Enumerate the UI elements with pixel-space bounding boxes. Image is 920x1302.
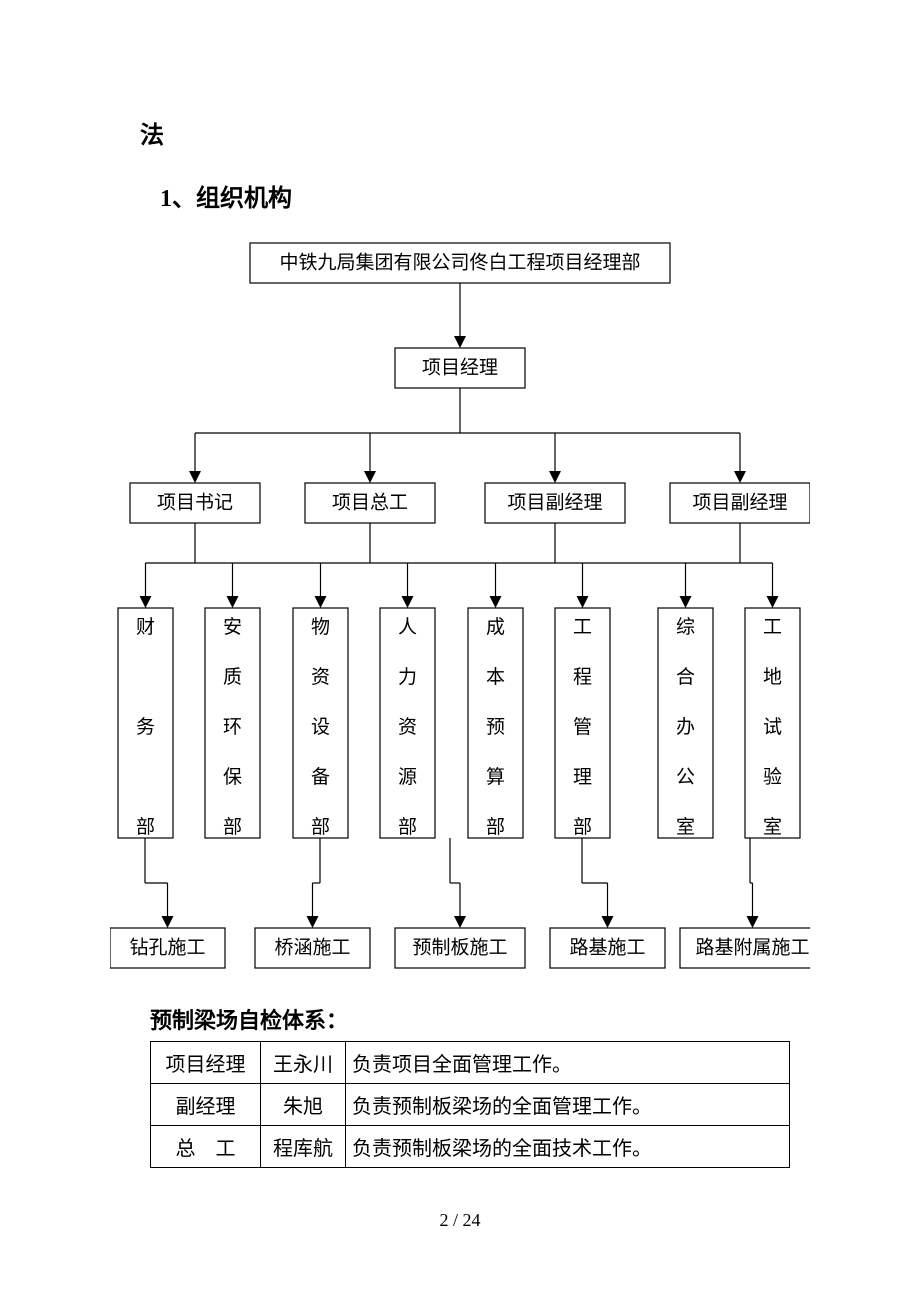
self-check-table: 项目经理王永川负责项目全面管理工作。副经理朱旭负责预制板梁场的全面管理工作。总 … bbox=[150, 1041, 790, 1168]
svg-text:工: 工 bbox=[763, 617, 782, 638]
cell-name: 王永川 bbox=[261, 1042, 346, 1084]
org-node-b2: 预制板施工 bbox=[412, 936, 507, 958]
org-node-b3: 路基施工 bbox=[569, 936, 645, 958]
org-node-b4: 路基附属施工 bbox=[695, 936, 809, 958]
table-row: 副经理朱旭负责预制板梁场的全面管理工作。 bbox=[151, 1084, 790, 1126]
svg-text:部: 部 bbox=[573, 816, 592, 838]
svg-text:物: 物 bbox=[311, 616, 330, 638]
svg-text:源: 源 bbox=[398, 766, 417, 788]
svg-text:公: 公 bbox=[676, 767, 695, 788]
page-number: 2 / 24 bbox=[0, 1210, 920, 1231]
svg-text:验: 验 bbox=[763, 766, 782, 788]
svg-text:合: 合 bbox=[676, 666, 695, 688]
org-node-b0: 钻孔施工 bbox=[129, 936, 205, 958]
org-node-pm: 项目经理 bbox=[422, 356, 498, 378]
org-chart: 中铁九局集团有限公司佟白工程项目经理部项目经理项目书记 项目总工 项目副经理 项目副经… bbox=[110, 233, 810, 993]
self-check-body: 项目经理王永川负责项目全面管理工作。副经理朱旭负责预制板梁场的全面管理工作。总 … bbox=[151, 1042, 790, 1168]
svg-text:地: 地 bbox=[763, 666, 782, 688]
svg-text:设: 设 bbox=[311, 716, 330, 738]
table-row: 项目经理王永川负责项目全面管理工作。 bbox=[151, 1042, 790, 1084]
svg-text:务: 务 bbox=[136, 716, 155, 738]
svg-text:算: 算 bbox=[486, 766, 505, 788]
svg-text:财: 财 bbox=[136, 616, 155, 638]
svg-text:试: 试 bbox=[763, 716, 782, 738]
svg-text:资: 资 bbox=[311, 666, 330, 688]
cell-duty: 负责预制板梁场的全面技术工作。 bbox=[346, 1126, 790, 1168]
svg-text:成: 成 bbox=[486, 616, 505, 638]
svg-text:程: 程 bbox=[573, 666, 592, 688]
svg-text:工: 工 bbox=[573, 617, 592, 638]
org-node-root: 中铁九局集团有限公司佟白工程项目经理部 bbox=[279, 251, 640, 273]
org-node-l2d: 项目副经理 bbox=[692, 491, 787, 513]
svg-text:部: 部 bbox=[486, 816, 505, 838]
cell-duty: 负责项目全面管理工作。 bbox=[346, 1042, 790, 1084]
svg-text:部: 部 bbox=[311, 816, 330, 838]
svg-text:部: 部 bbox=[398, 816, 417, 838]
org-node-b1: 桥涵施工 bbox=[274, 936, 350, 958]
svg-text:部: 部 bbox=[136, 816, 155, 838]
svg-text:环: 环 bbox=[223, 717, 242, 738]
cell-name: 程库航 bbox=[261, 1126, 346, 1168]
svg-text:室: 室 bbox=[676, 816, 695, 838]
org-node-l2a: 项目书记 bbox=[157, 491, 233, 513]
svg-text:室: 室 bbox=[763, 816, 782, 838]
svg-text:综: 综 bbox=[676, 616, 695, 638]
svg-text:力: 力 bbox=[398, 666, 417, 688]
table-row: 总 工程库航负责预制板梁场的全面技术工作。 bbox=[151, 1126, 790, 1168]
svg-text:办: 办 bbox=[676, 716, 695, 738]
running-header: 法 bbox=[140, 115, 800, 150]
svg-text:本: 本 bbox=[486, 666, 505, 688]
org-node-l2c: 项目副经理 bbox=[507, 491, 602, 513]
svg-text:资: 资 bbox=[398, 716, 417, 738]
svg-text:人: 人 bbox=[398, 616, 417, 638]
svg-text:备: 备 bbox=[311, 766, 330, 788]
svg-text:保: 保 bbox=[223, 766, 242, 788]
cell-role: 项目经理 bbox=[151, 1042, 261, 1084]
section-title: 1、组织机构 bbox=[160, 178, 800, 213]
cell-role: 总 工 bbox=[151, 1126, 261, 1168]
svg-text:质: 质 bbox=[223, 666, 242, 688]
svg-text:预: 预 bbox=[486, 716, 505, 738]
cell-role: 副经理 bbox=[151, 1084, 261, 1126]
svg-text:安: 安 bbox=[223, 616, 242, 638]
self-check-heading: 预制梁场自检体系： bbox=[150, 1003, 800, 1035]
svg-text:部: 部 bbox=[223, 816, 242, 838]
svg-text:理: 理 bbox=[573, 767, 592, 788]
svg-text:管: 管 bbox=[573, 716, 592, 738]
org-node-l2b: 项目总工 bbox=[332, 491, 408, 513]
cell-duty: 负责预制板梁场的全面管理工作。 bbox=[346, 1084, 790, 1126]
cell-name: 朱旭 bbox=[261, 1084, 346, 1126]
